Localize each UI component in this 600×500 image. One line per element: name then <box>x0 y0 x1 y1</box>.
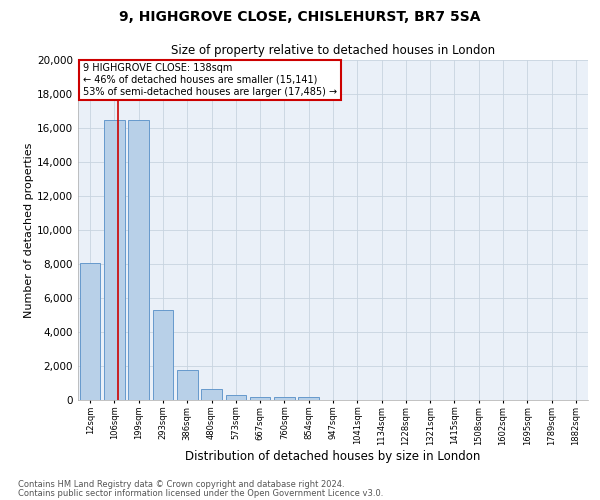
Text: Contains HM Land Registry data © Crown copyright and database right 2024.: Contains HM Land Registry data © Crown c… <box>18 480 344 489</box>
Bar <box>104 120 125 400</box>
X-axis label: Distribution of detached houses by size in London: Distribution of detached houses by size … <box>185 450 481 463</box>
Text: 9 HIGHGROVE CLOSE: 138sqm
← 46% of detached houses are smaller (15,141)
53% of s: 9 HIGHGROVE CLOSE: 138sqm ← 46% of detac… <box>83 64 337 96</box>
Bar <box>226 395 246 400</box>
Text: Contains public sector information licensed under the Open Government Licence v3: Contains public sector information licen… <box>18 488 383 498</box>
Bar <box>250 396 271 400</box>
Bar <box>128 120 149 400</box>
Bar <box>201 389 222 400</box>
Bar <box>80 263 100 400</box>
Y-axis label: Number of detached properties: Number of detached properties <box>24 142 34 318</box>
Bar <box>152 310 173 400</box>
Text: 9, HIGHGROVE CLOSE, CHISLEHURST, BR7 5SA: 9, HIGHGROVE CLOSE, CHISLEHURST, BR7 5SA <box>119 10 481 24</box>
Title: Size of property relative to detached houses in London: Size of property relative to detached ho… <box>171 44 495 58</box>
Bar <box>298 398 319 400</box>
Bar <box>177 370 197 400</box>
Bar <box>274 397 295 400</box>
